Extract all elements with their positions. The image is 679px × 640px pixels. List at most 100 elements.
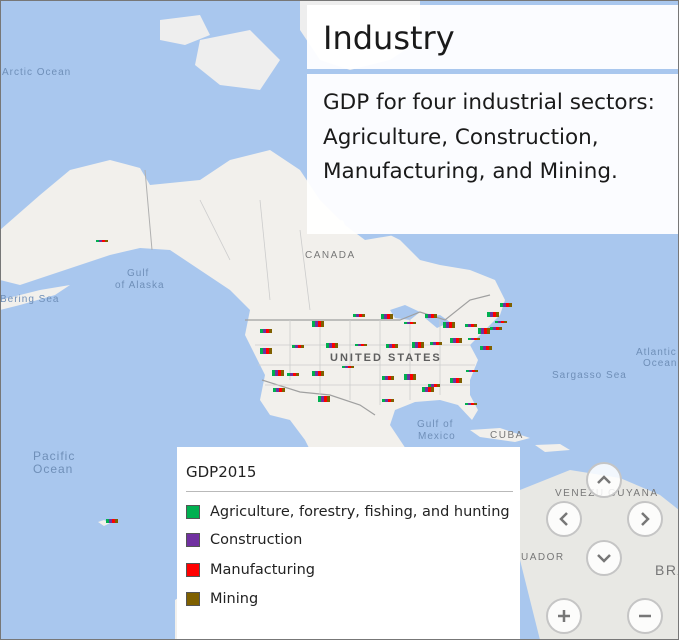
legend-item-mining: Mining [186,588,258,610]
zoom-out-button[interactable] [627,598,663,634]
gdp-bar [503,303,506,307]
gdp-bar-clusters [96,240,512,523]
gdp-bar [493,312,496,317]
legend-title: GDP2015 [186,463,257,481]
gdp-bar [500,303,503,307]
gdp-bar [356,314,359,317]
gdp-bar [386,344,389,348]
gdp-bar [301,345,304,348]
gdp-bar [498,321,501,323]
chevron-up-icon [597,475,611,484]
gdp-bar [450,378,453,383]
gdp-bar [478,328,481,334]
pan-left-button[interactable] [546,501,582,537]
gdp-bar [487,312,490,317]
gdp-bar [428,384,431,387]
zoom-in-button[interactable] [546,598,582,634]
gdp-bar [465,403,468,405]
gulf-of-mexico-label: Gulf of [417,419,453,430]
gdp-bar [471,403,474,405]
gdp-bar [425,314,428,318]
gdp-bar [260,348,263,354]
us-mexico-border [261,379,376,416]
united-states-label: UNITED STATES [330,352,442,364]
plus-icon [558,610,570,622]
description-card: GDP for four industrial sectors: Agricul… [307,74,679,234]
gdp-bar [315,371,318,376]
gdp-bar [385,376,388,380]
gdp-bar [480,346,483,350]
page-title: Industry [323,19,455,57]
gdp-bar [433,342,436,345]
gdp-bar [466,370,469,372]
gdp-bar [96,240,99,242]
gdp-bar [295,345,298,348]
legend-swatch-construction [186,533,200,547]
gdp-bar [266,329,269,333]
hispaniola-landmass [535,444,570,452]
gdp-bar [487,328,490,334]
legend-swatch-manufacturing [186,563,200,577]
gdp-bar [115,519,118,523]
gdp-bar [99,240,102,242]
gdp-bar [459,378,462,383]
gdp-bar [345,366,348,368]
gdp-bar [388,399,391,402]
gdp-bar [501,321,504,323]
gdp-bar [459,338,462,343]
gdp-bar [109,519,112,523]
gdp-bar [431,384,434,387]
legend-swatch-mining [186,592,200,606]
gdp-bar [324,396,327,402]
gdp-bar [389,344,392,348]
gdp-bar [453,378,456,383]
gdp-bar [353,314,356,317]
pacific-ocean-label-2: Ocean [33,462,73,476]
pan-up-button[interactable] [586,462,622,498]
gdp-bar [474,324,477,327]
gdp-bar [431,314,434,318]
gdp-bar [266,348,269,354]
gdp-bar [434,384,437,387]
gdp-bar [298,345,301,348]
gdp-bar [384,314,387,319]
pan-right-button[interactable] [627,501,663,537]
minus-icon [639,614,651,618]
gdp-bar [272,370,275,376]
gdp-bar [318,371,321,376]
gdp-bar [269,348,272,354]
gdp-bar [278,370,281,376]
gdp-bar [361,344,364,346]
brazil-label: BRA [655,562,679,578]
atlantic-ocean-label: Atlantic [636,347,677,358]
gdp-bar [273,388,276,392]
great-lakes [390,305,420,320]
gdp-bar [292,345,295,348]
legend-swatch-agriculture [186,505,200,519]
gdp-bar [483,346,486,350]
gdp-bar [382,399,385,402]
gdp-bar [434,314,437,318]
atlantic-ocean-label-2: Ocean [643,358,677,369]
gdp-bar [332,343,335,348]
pan-down-button[interactable] [586,540,622,576]
description-text: GDP for four industrial sectors: Agricul… [323,90,655,184]
gdp-bar [407,374,410,380]
gdp-bar [439,342,442,345]
gdp-bar [465,324,468,327]
gdp-bar [112,519,115,523]
gdp-bar [489,346,492,350]
legend-item-agriculture: Agriculture, forestry, fishing, and hunt… [186,501,510,523]
pacific-ocean-label: Pacific [33,449,75,463]
gdp-bar [293,373,296,376]
gdp-bar [453,338,456,343]
gdp-bar [290,373,293,376]
gdp-bar [385,399,388,402]
gdp-bar [269,329,272,333]
gdp-bar [472,370,475,372]
gulf-of-alaska-label-2: of Alaska [115,280,165,291]
gdp-bar [493,327,496,330]
gdp-bar [318,321,321,327]
gdp-bar [296,373,299,376]
gdp-bar [404,374,407,380]
